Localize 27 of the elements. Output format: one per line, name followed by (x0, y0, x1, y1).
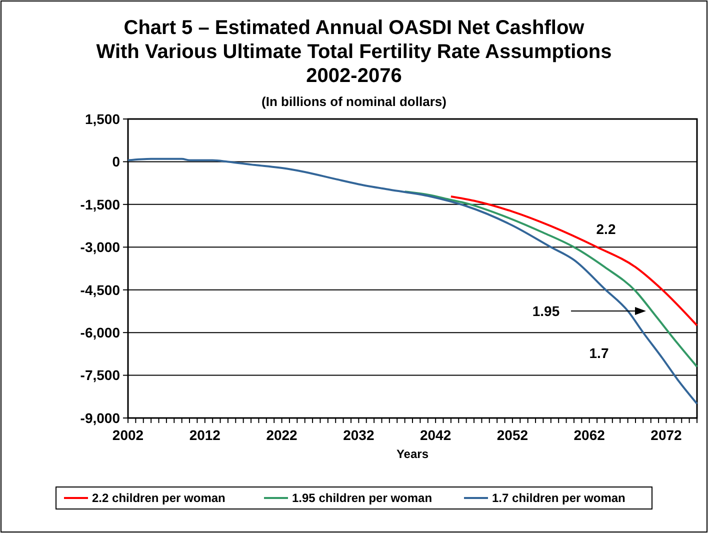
x-tick-label: 2002 (112, 427, 144, 443)
chart-title: Chart 5 – Estimated Annual OASDI Net Cashflow With Various Ultimate Total Fertility Rate Assumptions 2002-2076 (96, 17, 612, 87)
x-tick-label: 2032 (343, 427, 374, 443)
legend-label: 1.7 children per woman (492, 491, 626, 506)
annotation: 1.7 (589, 344, 609, 361)
x-tick-label: 2012 (189, 427, 221, 443)
line-series (450, 195, 698, 326)
y-tick-label: -7,500 (80, 367, 120, 384)
x-tick-label: 2042 (420, 427, 452, 443)
y-tick-label: -6,000 (80, 324, 120, 340)
x-tick-label: 2052 (496, 427, 528, 443)
y-tick-label: 1,500 (84, 110, 120, 127)
x-axis-title: Years (396, 447, 429, 461)
annotation: 2.2 (596, 220, 616, 237)
legend-label: 1.95 children per woman (292, 491, 432, 506)
y-tick-label: 0 (112, 154, 120, 170)
x-tick-label: 2072 (650, 427, 682, 443)
y-tick-label: -9,000 (80, 410, 120, 426)
legend-label: 2.2 children per woman (92, 491, 226, 506)
y-tick-label: -1,500 (80, 196, 120, 212)
y-tick-label: -4,500 (80, 282, 120, 298)
annotation: 1.95 (532, 302, 560, 319)
x-tick-label: 2022 (266, 427, 298, 443)
line-series (404, 190, 698, 368)
x-tick-label: 2062 (574, 427, 606, 443)
y-tick-label: -3,000 (80, 239, 120, 256)
chart-subtitle: (In billions of nominal dollars) (262, 94, 446, 109)
